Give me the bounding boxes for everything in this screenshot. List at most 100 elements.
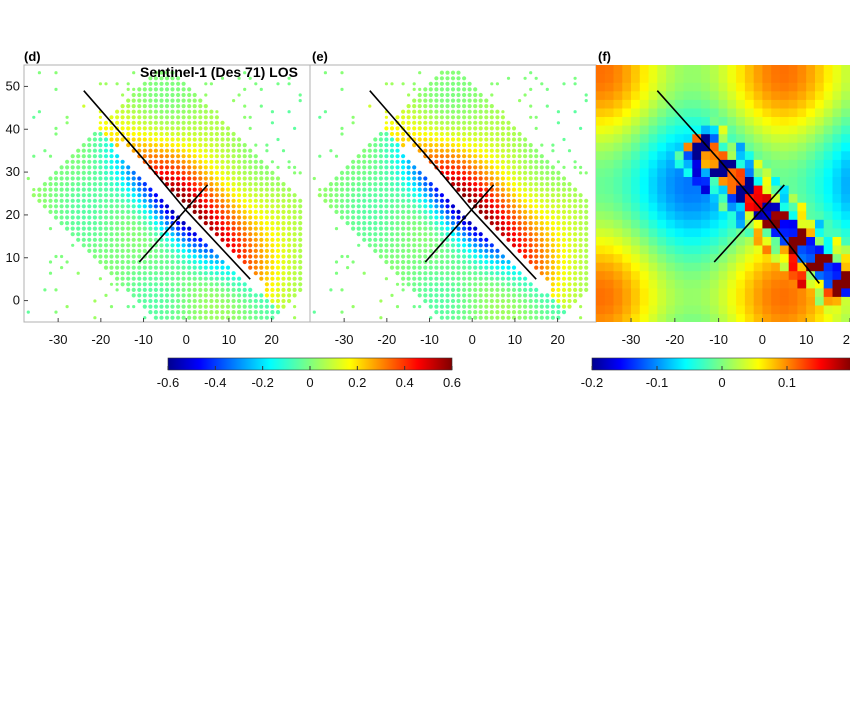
scatter-point (76, 187, 81, 192)
scatter-point (192, 298, 197, 304)
scatter-point (428, 232, 433, 237)
scatter-point (103, 126, 109, 131)
scatter-point (578, 259, 583, 265)
scatter-point (539, 176, 544, 181)
scatter-point (539, 265, 544, 270)
scatter-point (406, 187, 411, 192)
scatter-point (406, 193, 411, 198)
scatter-point (539, 243, 544, 248)
residual-cell (631, 210, 641, 220)
scatter-point (115, 193, 120, 198)
residual-cell (753, 193, 764, 203)
scatter-point (253, 215, 258, 220)
scatter-point (231, 310, 236, 315)
scatter-point (53, 215, 59, 220)
scatter-point (523, 148, 528, 153)
scatter-point (237, 143, 242, 148)
scatter-point (445, 115, 450, 120)
residual-cell (727, 210, 737, 220)
scatter-point (192, 109, 197, 114)
residual-cell (788, 304, 799, 315)
residual-cell (753, 176, 764, 186)
scatter-point (242, 170, 247, 175)
residual-cell (674, 184, 685, 195)
scatter-point (270, 310, 275, 315)
scatter-point (578, 215, 583, 220)
scatter-point (462, 259, 467, 265)
residual-cell (771, 150, 781, 160)
scatter-point (445, 76, 450, 81)
scatter-point (87, 221, 92, 226)
scatter-point (187, 193, 192, 198)
scatter-point (517, 176, 522, 181)
scatter-point (439, 287, 444, 292)
scatter-point (248, 298, 253, 304)
scatter-point (142, 304, 147, 309)
scatter-point (406, 232, 411, 237)
scatter-point (170, 131, 175, 137)
scatter-point (489, 248, 494, 253)
scatter-point (242, 193, 247, 198)
scatter-point (120, 259, 125, 265)
scatter-point (539, 304, 544, 309)
residual-cell (753, 125, 764, 135)
scatter-point (93, 299, 97, 303)
scatter-point (298, 243, 303, 248)
scatter-point (170, 209, 175, 214)
scatter-point (534, 170, 539, 175)
residual-cell (823, 125, 834, 135)
scatter-point (517, 226, 522, 231)
scatter-point (450, 232, 456, 237)
scatter-point (412, 215, 417, 220)
residual-cell (692, 210, 702, 220)
residual-cell (657, 219, 667, 229)
scatter-point (401, 198, 406, 203)
scatter-point (523, 154, 528, 159)
scatter-point (137, 298, 142, 304)
residual-cell (657, 159, 667, 169)
scatter-point (287, 259, 292, 265)
scatter-point (528, 159, 533, 164)
scatter-point (170, 87, 175, 92)
scatter-point (237, 137, 242, 142)
scatter-point (323, 71, 327, 75)
scatter-point (98, 121, 102, 125)
scatter-point (462, 271, 467, 276)
residual-cell (692, 202, 702, 212)
residual-cell (604, 82, 615, 92)
residual-cell (797, 210, 807, 220)
scatter-point (131, 209, 136, 214)
residual-cell (701, 270, 711, 280)
scatter-point (373, 165, 378, 170)
residual-cell (701, 227, 711, 237)
residual-cell (841, 116, 850, 126)
scatter-point (115, 137, 120, 142)
scatter-point (334, 176, 339, 181)
scatter-point (550, 165, 556, 170)
scatter-point (423, 148, 428, 153)
scatter-point (528, 293, 533, 298)
residual-cell (613, 236, 623, 246)
scatter-point (92, 237, 97, 242)
scatter-point (445, 204, 450, 209)
scatter-point (417, 170, 422, 175)
scatter-point (292, 276, 297, 281)
scatter-point (439, 193, 444, 198)
scatter-point (292, 204, 297, 209)
scatter-point (259, 187, 264, 192)
scatter-point (412, 176, 417, 181)
residual-cell (657, 82, 667, 92)
scatter-point (225, 193, 231, 198)
scatter-point (81, 187, 86, 192)
scatter-point (456, 304, 461, 309)
scatter-point (517, 182, 522, 187)
scatter-point (584, 282, 589, 287)
scatter-point (109, 115, 114, 120)
scatter-point (209, 176, 214, 181)
scatter-point (456, 310, 461, 315)
scatter-point (495, 315, 500, 320)
scatter-point (225, 287, 231, 292)
residual-cell (674, 159, 685, 169)
residual-cell (753, 287, 764, 297)
scatter-point (242, 215, 247, 220)
